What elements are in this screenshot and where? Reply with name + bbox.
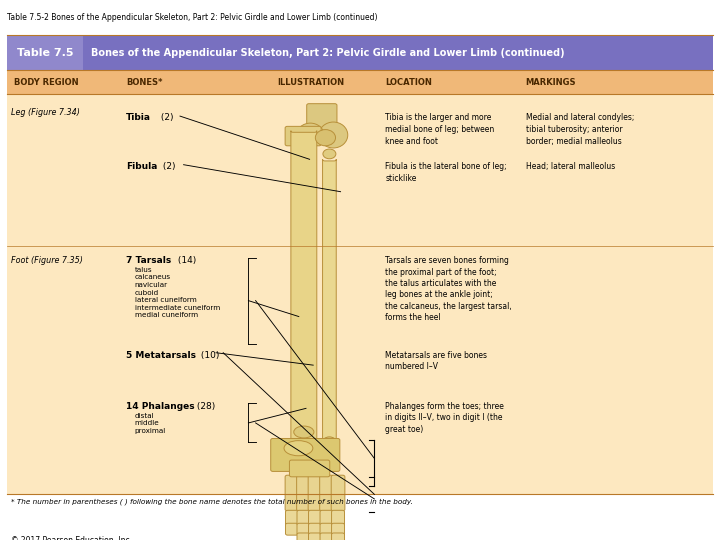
Text: Bones of the Appendicular Skeleton, Part 2: Pelvic Girdle and Lower Limb (contin: Bones of the Appendicular Skeleton, Part…	[91, 48, 565, 58]
Text: (2): (2)	[158, 113, 174, 123]
Text: Phalanges form the toes; three
in digits II–V, two in digit I (the
great toe): Phalanges form the toes; three in digits…	[385, 402, 504, 434]
Text: 7 Tarsals: 7 Tarsals	[126, 256, 171, 265]
Text: Metatarsals are five bones
numbered I–V: Metatarsals are five bones numbered I–V	[385, 350, 487, 371]
Text: Table 7.5: Table 7.5	[17, 48, 73, 58]
Text: 14 Phalanges: 14 Phalanges	[126, 402, 194, 411]
Text: (10): (10)	[198, 350, 220, 360]
Text: (2): (2)	[160, 162, 176, 171]
Text: Medial and lateral condyles;
tibial tuberosity; anterior
border; medial malleolu: Medial and lateral condyles; tibial tube…	[526, 113, 634, 146]
Text: Tarsals are seven bones forming
the proximal part of the foot;
the talus articul: Tarsals are seven bones forming the prox…	[385, 256, 512, 322]
Text: Table 7.5-2 Bones of the Appendicular Skeleton, Part 2: Pelvic Girdle and Lower : Table 7.5-2 Bones of the Appendicular Sk…	[7, 14, 378, 23]
Text: (14): (14)	[175, 256, 197, 265]
Text: BONES*: BONES*	[126, 78, 163, 87]
Text: BODY REGION: BODY REGION	[14, 78, 79, 87]
Text: Head; lateral malleolus: Head; lateral malleolus	[526, 162, 615, 171]
Text: Fibula is the lateral bone of leg;
sticklike: Fibula is the lateral bone of leg; stick…	[385, 162, 507, 183]
Text: 5 Metatarsals: 5 Metatarsals	[126, 350, 196, 360]
Text: (28): (28)	[194, 402, 216, 411]
Text: © 2017 Pearson Education, Inc.: © 2017 Pearson Education, Inc.	[11, 536, 132, 540]
Text: distal
middle
proximal: distal middle proximal	[135, 413, 166, 434]
Text: MARKINGS: MARKINGS	[526, 78, 576, 87]
Text: LOCATION: LOCATION	[385, 78, 432, 87]
Text: Leg (Figure 7.34): Leg (Figure 7.34)	[11, 108, 80, 117]
Text: Fibula: Fibula	[126, 162, 158, 171]
Text: ILLUSTRATION: ILLUSTRATION	[277, 78, 344, 87]
Text: Tibia is the larger and more
medial bone of leg; between
knee and foot: Tibia is the larger and more medial bone…	[385, 113, 495, 146]
Text: * The number in parentheses ( ) following the bone name denotes the total number: * The number in parentheses ( ) followin…	[11, 498, 413, 505]
Text: talus
calcaneus
navicular
cuboid
lateral cuneiform
intermediate cuneiform
medial: talus calcaneus navicular cuboid lateral…	[135, 267, 220, 319]
Text: Foot (Figure 7.35): Foot (Figure 7.35)	[11, 256, 83, 265]
Text: Tibia: Tibia	[126, 113, 151, 123]
